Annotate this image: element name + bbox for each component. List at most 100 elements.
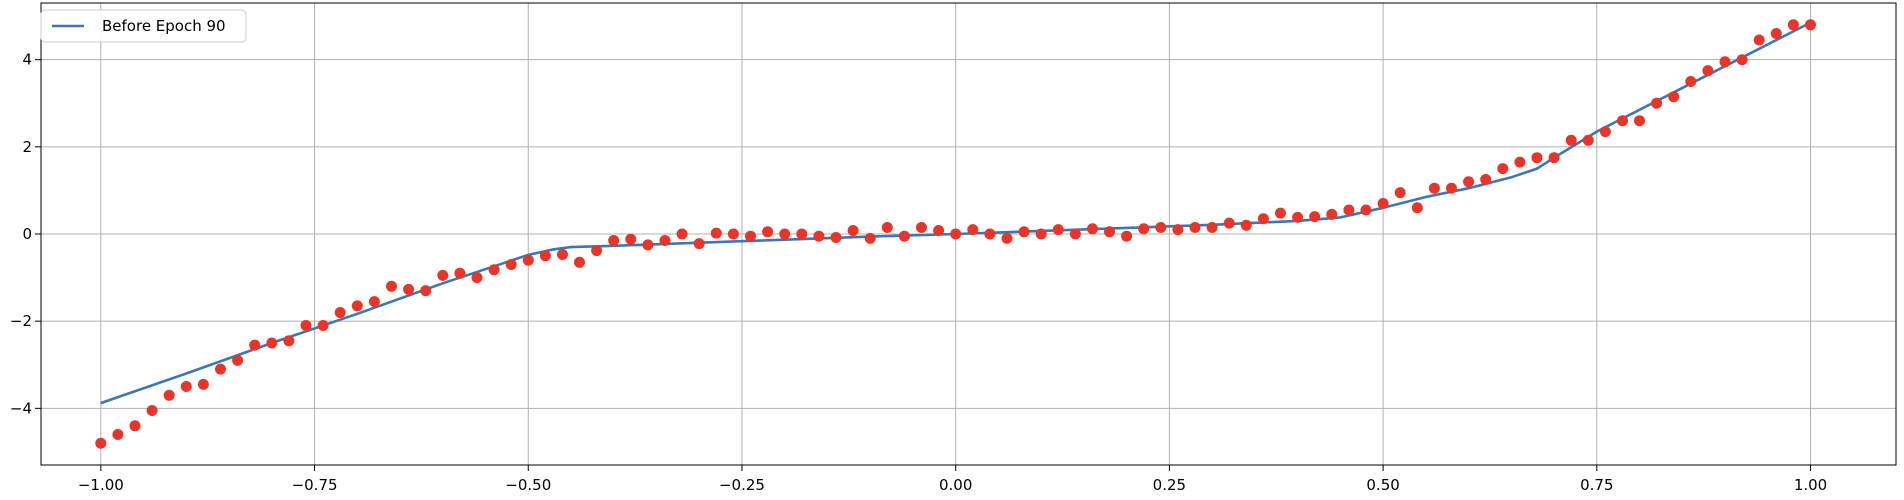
data-point bbox=[95, 437, 107, 449]
data-point bbox=[1206, 222, 1218, 233]
x-tick-label: 1.00 bbox=[1794, 476, 1827, 494]
data-point bbox=[539, 250, 551, 262]
data-point bbox=[727, 228, 739, 240]
data-point bbox=[1052, 224, 1064, 236]
data-point bbox=[1651, 97, 1663, 109]
data-point bbox=[1138, 223, 1150, 235]
data-point bbox=[1240, 219, 1252, 231]
data-point bbox=[625, 233, 637, 245]
data-point bbox=[283, 335, 295, 347]
data-point bbox=[745, 230, 756, 242]
data-point bbox=[232, 354, 244, 366]
data-point bbox=[1719, 56, 1731, 68]
x-tick-label: 0.25 bbox=[1153, 476, 1186, 494]
x-axis: −1.00 −0.75 −0.50 −0.25 0.00 0.25 0.50 0.75 1.00 bbox=[78, 465, 1827, 494]
data-point bbox=[1787, 19, 1799, 31]
x-tick-label: −0.50 bbox=[505, 476, 551, 494]
data-point bbox=[1275, 207, 1286, 219]
data-point bbox=[368, 296, 380, 308]
y-axis: −4 −2 0 2 4 bbox=[10, 51, 41, 417]
data-point bbox=[1411, 202, 1423, 214]
data-point bbox=[984, 228, 996, 240]
data-point bbox=[967, 224, 979, 236]
data-point bbox=[1753, 34, 1765, 46]
data-point bbox=[710, 227, 722, 239]
data-point bbox=[762, 226, 774, 238]
data-point bbox=[437, 269, 449, 281]
data-point bbox=[1634, 115, 1645, 127]
y-tick-label: −2 bbox=[10, 312, 32, 330]
x-tick-label: 0.00 bbox=[939, 476, 972, 494]
data-point bbox=[317, 320, 329, 331]
data-point bbox=[1360, 204, 1372, 216]
data-point bbox=[146, 405, 158, 416]
data-point bbox=[1531, 152, 1543, 164]
y-tick-label: 4 bbox=[22, 51, 32, 69]
data-point bbox=[659, 235, 671, 246]
data-point bbox=[1668, 91, 1680, 103]
data-point bbox=[864, 232, 876, 244]
data-point bbox=[847, 225, 859, 236]
data-point bbox=[1702, 65, 1714, 77]
data-point bbox=[1069, 228, 1081, 240]
data-point bbox=[916, 222, 927, 233]
data-point bbox=[1565, 134, 1577, 146]
data-point bbox=[898, 230, 910, 242]
data-point bbox=[180, 381, 192, 392]
data-point bbox=[1463, 176, 1475, 188]
data-point bbox=[1001, 232, 1013, 244]
data-point bbox=[1514, 156, 1526, 168]
x-tick-label: −0.75 bbox=[292, 476, 338, 494]
data-point bbox=[1223, 217, 1235, 229]
data-point bbox=[1292, 211, 1304, 223]
data-point bbox=[950, 228, 962, 240]
data-point bbox=[1394, 187, 1406, 199]
data-point bbox=[505, 259, 517, 270]
series-line bbox=[100, 21, 1812, 405]
data-point bbox=[522, 254, 534, 266]
data-point bbox=[1805, 19, 1816, 31]
data-point bbox=[1018, 226, 1030, 238]
y-tick-label: 2 bbox=[22, 138, 32, 156]
grid-lines bbox=[41, 3, 1896, 465]
line-series bbox=[100, 21, 1812, 405]
data-point bbox=[796, 228, 808, 240]
data-point bbox=[1104, 226, 1115, 238]
data-point bbox=[779, 228, 791, 240]
data-point bbox=[881, 222, 893, 233]
data-point bbox=[488, 264, 500, 276]
data-point bbox=[1121, 230, 1133, 242]
data-point bbox=[1599, 126, 1611, 138]
data-point bbox=[642, 239, 654, 251]
data-point bbox=[1257, 213, 1269, 225]
data-point bbox=[608, 235, 620, 246]
scatter-series bbox=[95, 19, 1816, 449]
data-point bbox=[1685, 76, 1697, 87]
data-point bbox=[1617, 115, 1628, 127]
data-point bbox=[386, 280, 397, 292]
data-point bbox=[112, 429, 124, 440]
data-point bbox=[1172, 224, 1184, 236]
data-point bbox=[129, 420, 141, 432]
data-point bbox=[266, 337, 278, 349]
data-point bbox=[1377, 198, 1389, 209]
data-point bbox=[1446, 182, 1457, 194]
legend: Before Epoch 90 bbox=[40, 9, 247, 43]
data-point bbox=[1582, 134, 1594, 146]
data-point bbox=[1548, 152, 1560, 164]
data-point bbox=[1736, 54, 1748, 66]
data-point bbox=[557, 249, 568, 260]
data-point bbox=[163, 389, 175, 401]
data-point bbox=[420, 285, 432, 297]
data-point bbox=[197, 378, 209, 390]
data-point bbox=[1087, 223, 1098, 235]
legend-label: Before Epoch 90 bbox=[102, 17, 226, 35]
y-tick-label: 0 bbox=[22, 225, 32, 243]
data-point bbox=[351, 300, 363, 312]
data-point bbox=[471, 272, 483, 284]
data-point bbox=[1343, 204, 1355, 216]
data-point bbox=[1770, 28, 1782, 39]
data-point bbox=[1497, 163, 1509, 175]
data-point bbox=[1309, 211, 1321, 223]
data-point bbox=[1326, 208, 1338, 220]
